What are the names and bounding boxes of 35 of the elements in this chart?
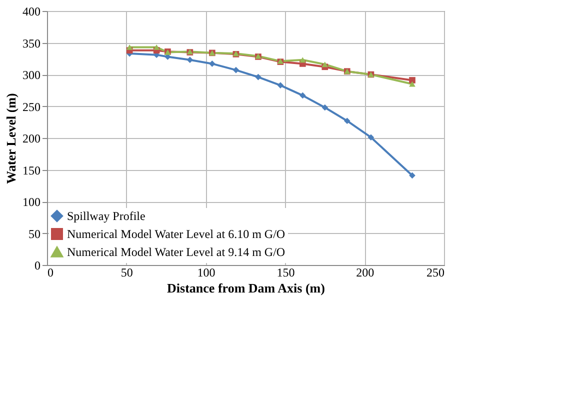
y-tick-label: 400 [22,4,40,18]
point [322,62,328,68]
point [255,74,262,80]
point [232,66,240,74]
point [322,104,328,111]
y-tick-label: 300 [22,68,40,82]
y-tick-label: 250 [22,100,40,114]
x-tick-label: 100 [197,266,216,280]
point [300,57,306,63]
point [344,118,350,124]
y-tick-label: 150 [22,163,40,178]
legend-label: Numerical Model Water Level at 9.14 m G/O [67,245,286,259]
y-tick-label: 100 [22,195,40,209]
x-tick-label: 0 [48,266,54,280]
x-tick-label: 250 [426,266,444,280]
y-tick-label: 200 [22,132,40,146]
y-tick-label: 350 [22,36,40,50]
point [409,77,416,84]
point [208,60,216,67]
point [300,92,306,99]
x-tick-label: 200 [356,266,374,280]
point [277,82,284,88]
point [409,172,416,179]
y-tick-label: 50 [28,226,40,241]
y-axis-title: Water Level (m) [4,93,18,184]
legend-label: Spillway Profile [67,209,146,223]
legend-label: Numerical Model Water Level at 6.10 m G/O [67,227,286,241]
point [186,56,194,64]
x-tick-label: 50 [120,266,133,280]
x-axis-title: Distance from Dam Axis (m) [167,280,325,296]
point [126,44,133,50]
point [153,44,160,50]
point [409,81,416,87]
x-tick-label: 150 [276,266,295,280]
point [368,134,374,141]
